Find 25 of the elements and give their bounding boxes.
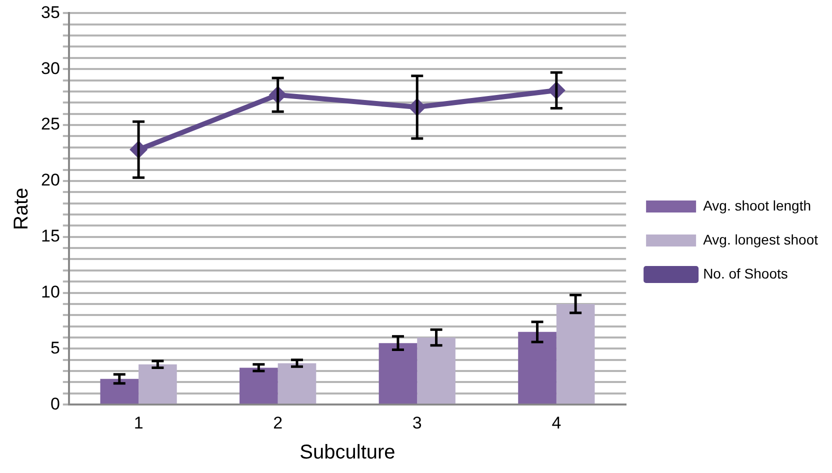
y-tick-label: 5 (50, 338, 60, 358)
x-tick-label: 2 (273, 413, 283, 432)
bar (556, 304, 595, 404)
bar (378, 343, 418, 404)
x-tick-label: 1 (134, 413, 144, 432)
bar (518, 332, 556, 404)
y-tick-label: 10 (40, 282, 60, 302)
legend-label: Avg. shoot length (703, 197, 812, 214)
y-tick-label: 35 (40, 2, 60, 22)
bar (417, 338, 456, 404)
y-tick-label: 20 (40, 170, 60, 190)
bar (100, 378, 139, 404)
y-tick-label: 30 (40, 58, 60, 78)
legend-label: No. of Shoots (703, 265, 788, 282)
y-tick-label: 0 (50, 394, 60, 414)
bar (278, 363, 316, 404)
x-tick-label: 3 (412, 413, 422, 432)
y-tick-label: 25 (40, 114, 60, 134)
y-tick-label: 15 (40, 226, 60, 246)
x-tick-label: 4 (552, 413, 562, 432)
legend-label: Avg. longest shoot (703, 231, 818, 248)
x-axis-title: Subculture (300, 442, 396, 464)
bar (240, 368, 278, 404)
bar (138, 364, 177, 404)
y-axis-title: Rate (10, 188, 33, 230)
